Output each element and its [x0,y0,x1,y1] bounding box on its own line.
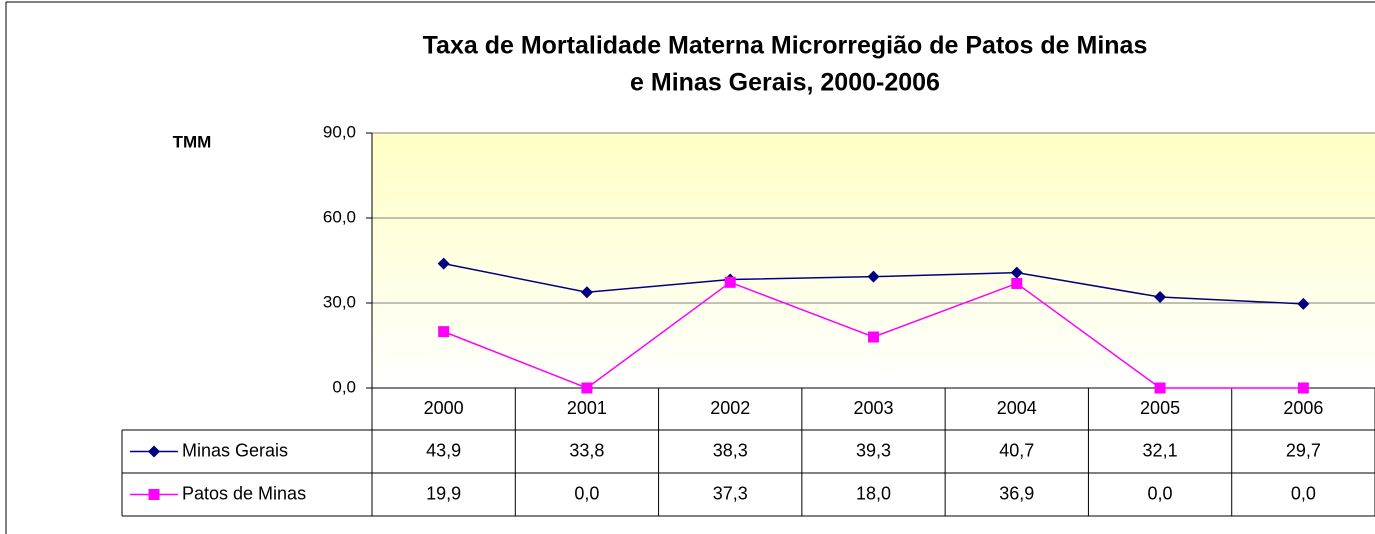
y-tick-label: 0,0 [332,377,356,396]
table-value: 32,1 [1143,440,1178,460]
y-tick-label: 90,0 [323,122,356,141]
y-tick-label: 30,0 [323,292,356,311]
table-value: 18,0 [856,483,891,503]
data-point [1010,266,1023,279]
table-value: 37,3 [713,483,748,503]
table-value: 40,7 [999,440,1034,460]
table-value: 36,9 [999,483,1034,503]
table-value: 19,9 [426,483,461,503]
y-axis-label: TMM [173,132,212,151]
data-point [438,326,450,338]
data-point [581,382,593,394]
table-value: 38,3 [713,440,748,460]
data-point [437,257,450,270]
table-value: 33,8 [569,440,604,460]
data-point [1154,291,1167,304]
x-tick-label: 2001 [567,398,607,418]
data-point [580,286,593,299]
table-value: 43,9 [426,440,461,460]
chart-title: e Minas Gerais, 2000-2006 [630,69,940,97]
data-point [1011,277,1023,289]
chart-title: Taxa de Mortalidade Materna Microrregião… [423,32,1148,60]
data-point [1297,297,1310,310]
table-value: 0,0 [1148,483,1173,503]
x-tick-label: 2005 [1140,398,1180,418]
x-tick-label: 2006 [1283,398,1323,418]
table-value: 39,3 [856,440,891,460]
x-tick-label: 2000 [424,398,464,418]
plot-area [372,133,1375,388]
table-value: 0,0 [574,483,599,503]
y-tick-label: 60,0 [323,207,356,226]
data-point [868,331,879,343]
data-point [724,276,736,288]
x-tick-label: 2002 [710,398,750,418]
data-point [1297,382,1309,394]
legend-marker [148,445,160,458]
legend-label: Minas Gerais [182,440,288,460]
x-tick-label: 2004 [997,398,1037,418]
legend-marker [148,489,160,500]
legend-label: Patos de Minas [182,483,306,503]
table-value: 0,0 [1291,483,1316,503]
data-point [1154,382,1166,394]
x-tick-label: 2003 [853,398,893,418]
data-point [867,270,880,283]
table-value: 29,7 [1286,440,1321,460]
